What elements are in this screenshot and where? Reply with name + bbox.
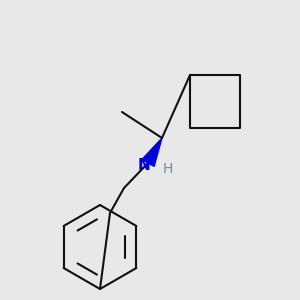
Text: N: N bbox=[138, 158, 150, 172]
Text: H: H bbox=[163, 162, 173, 176]
Polygon shape bbox=[142, 138, 162, 166]
